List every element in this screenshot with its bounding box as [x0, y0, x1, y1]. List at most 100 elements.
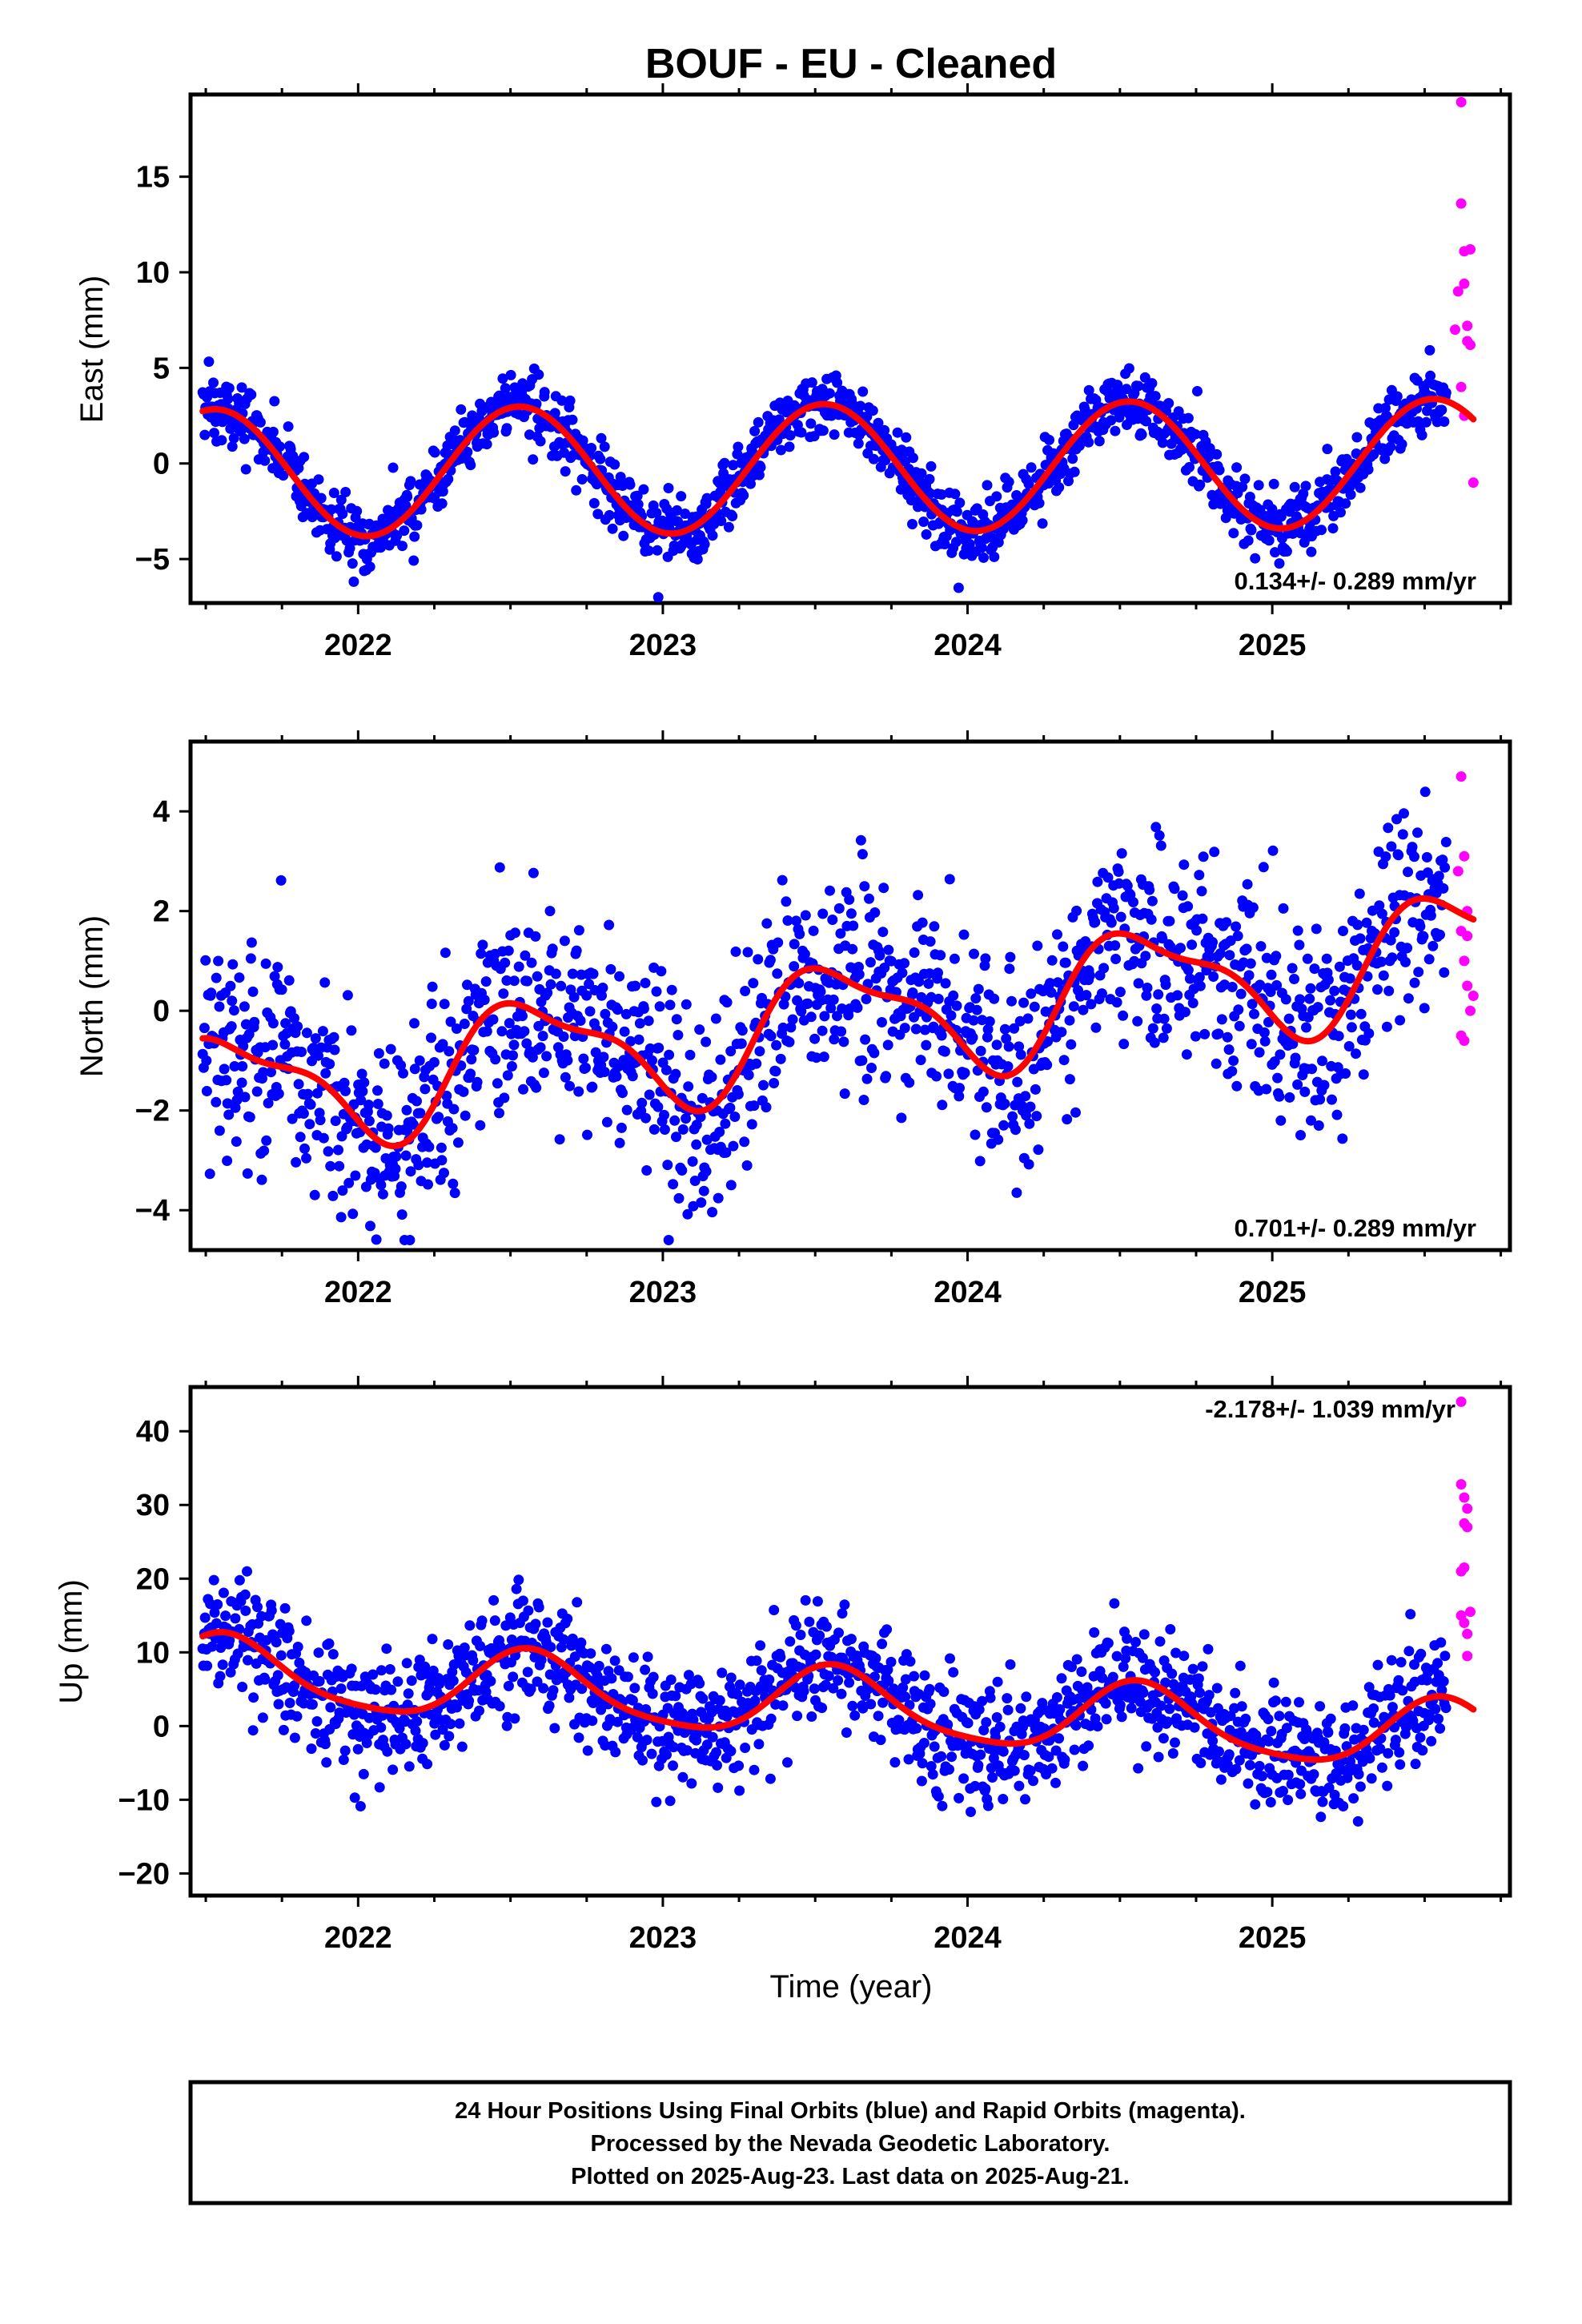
north-final-orbit-point: [372, 1099, 383, 1109]
up-final-orbit-point: [454, 1718, 465, 1729]
north-final-orbit-point: [614, 971, 625, 982]
north-final-orbit-point: [1092, 876, 1103, 887]
up-final-orbit-point: [381, 1643, 392, 1655]
north-final-orbit-point: [299, 1143, 310, 1154]
up-final-orbit-point: [1020, 1794, 1030, 1805]
east-final-orbit-point: [1440, 387, 1452, 398]
up-final-orbit-point: [1066, 1662, 1077, 1672]
north-final-orbit-point: [547, 943, 558, 955]
north-final-orbit-point: [770, 1066, 781, 1077]
up-final-orbit-point: [751, 1655, 762, 1667]
up-final-orbit-point: [974, 1704, 985, 1715]
up-final-orbit-point: [764, 1674, 775, 1685]
north-final-orbit-point: [1355, 933, 1366, 944]
north-final-orbit-point: [1014, 1015, 1026, 1027]
up-final-orbit-point: [289, 1732, 300, 1743]
up-final-orbit-point: [1195, 1687, 1205, 1699]
east-final-orbit-point: [1195, 479, 1206, 490]
up-final-orbit-point: [919, 1670, 930, 1681]
north-final-orbit-point: [1284, 1092, 1295, 1103]
north-final-orbit-point: [1181, 1049, 1192, 1060]
east-final-orbit-point: [267, 426, 279, 437]
north-final-orbit-point: [1425, 910, 1436, 921]
up-final-orbit-point: [257, 1712, 268, 1723]
north-final-orbit-point: [396, 1181, 407, 1192]
north-final-orbit-point: [877, 927, 889, 938]
north-final-orbit-point: [787, 1014, 798, 1025]
east-plot-frame: [188, 92, 1512, 605]
north-final-orbit-point: [447, 1123, 458, 1134]
up-final-orbit-point: [954, 1792, 965, 1803]
north-final-orbit-point: [688, 1200, 699, 1212]
up-final-orbit-point: [1274, 1711, 1285, 1722]
east-final-orbit-point: [832, 377, 843, 388]
north-final-orbit-point: [671, 1014, 682, 1025]
north-final-orbit-point: [587, 1081, 598, 1092]
up-final-orbit-point: [683, 1670, 694, 1681]
east-final-orbit-point: [829, 429, 840, 440]
north-final-orbit-point: [967, 1032, 978, 1043]
east-final-orbit-point: [1094, 436, 1105, 447]
up-final-orbit-point: [804, 1616, 815, 1627]
north-final-orbit-point: [1271, 979, 1283, 991]
north-final-orbit-point: [537, 1031, 548, 1042]
north-final-orbit-point: [652, 1101, 664, 1112]
east-final-orbit-point: [733, 441, 744, 452]
north-final-orbit-point: [1086, 999, 1097, 1010]
north-final-orbit-point: [819, 1011, 830, 1022]
north-final-orbit-point: [1056, 1027, 1067, 1038]
up-final-orbit-point: [1375, 1743, 1386, 1755]
north-final-orbit-point: [396, 1059, 407, 1071]
north-final-orbit-point: [342, 990, 353, 1001]
north-final-orbit-point: [802, 998, 813, 1009]
east-final-orbit-point: [868, 453, 879, 464]
up-final-orbit-point: [917, 1758, 928, 1769]
up-final-orbit-point: [307, 1699, 318, 1710]
north-final-orbit-point: [1354, 888, 1365, 899]
north-final-orbit-point: [1315, 1094, 1326, 1105]
north-final-orbit-point: [556, 980, 567, 991]
north-final-orbit-point: [917, 917, 928, 928]
north-final-orbit-point: [465, 1068, 476, 1080]
north-final-orbit-point: [211, 1096, 222, 1108]
north-final-orbit-point: [1400, 956, 1411, 967]
north-final-orbit-point: [404, 1235, 416, 1245]
east-final-orbit-point: [1034, 497, 1045, 509]
north-x-tick-label: 2024: [934, 1276, 1002, 1309]
up-final-orbit-point: [1387, 1702, 1398, 1713]
up-final-orbit-point: [1230, 1687, 1241, 1699]
north-final-orbit-point: [383, 1123, 394, 1134]
north-final-orbit-point: [848, 920, 859, 931]
up-final-orbit-point: [648, 1671, 659, 1683]
up-final-orbit-point: [998, 1746, 1009, 1757]
north-final-orbit-point: [981, 1102, 992, 1113]
north-final-orbit-point: [1090, 1022, 1102, 1033]
up-final-orbit-point: [1394, 1747, 1405, 1758]
east-final-orbit-point: [632, 490, 643, 501]
north-final-orbit-point: [292, 1021, 303, 1032]
east-final-orbit-point: [1121, 384, 1132, 395]
up-final-orbit-point: [1422, 1675, 1432, 1686]
east-final-orbit-point: [255, 416, 266, 428]
up-final-orbit-point: [756, 1665, 767, 1676]
north-final-orbit-point: [1292, 925, 1303, 936]
north-rapid-orbit-point: [1459, 955, 1470, 967]
north-final-orbit-point: [377, 1188, 388, 1200]
north-final-orbit-point: [1025, 1101, 1036, 1112]
north-final-orbit-point: [1283, 1013, 1295, 1024]
north-final-orbit-point: [845, 908, 857, 919]
north-final-orbit-point: [943, 1068, 954, 1080]
north-final-orbit-point: [1295, 1130, 1306, 1140]
north-final-orbit-point: [751, 1058, 762, 1069]
north-final-orbit-point: [761, 918, 773, 929]
up-final-orbit-point: [1083, 1740, 1094, 1751]
east-final-orbit-point: [1026, 462, 1037, 473]
up-final-orbit-point: [988, 1753, 999, 1763]
east-final-orbit-point: [1068, 420, 1079, 431]
up-final-orbit-point: [1028, 1775, 1038, 1787]
north-final-orbit-point: [1204, 951, 1215, 963]
up-y-tick-label: 30: [136, 1489, 170, 1522]
north-final-orbit-point: [436, 1142, 447, 1153]
east-final-orbit-point: [624, 479, 636, 490]
east-final-orbit-point: [982, 480, 993, 491]
